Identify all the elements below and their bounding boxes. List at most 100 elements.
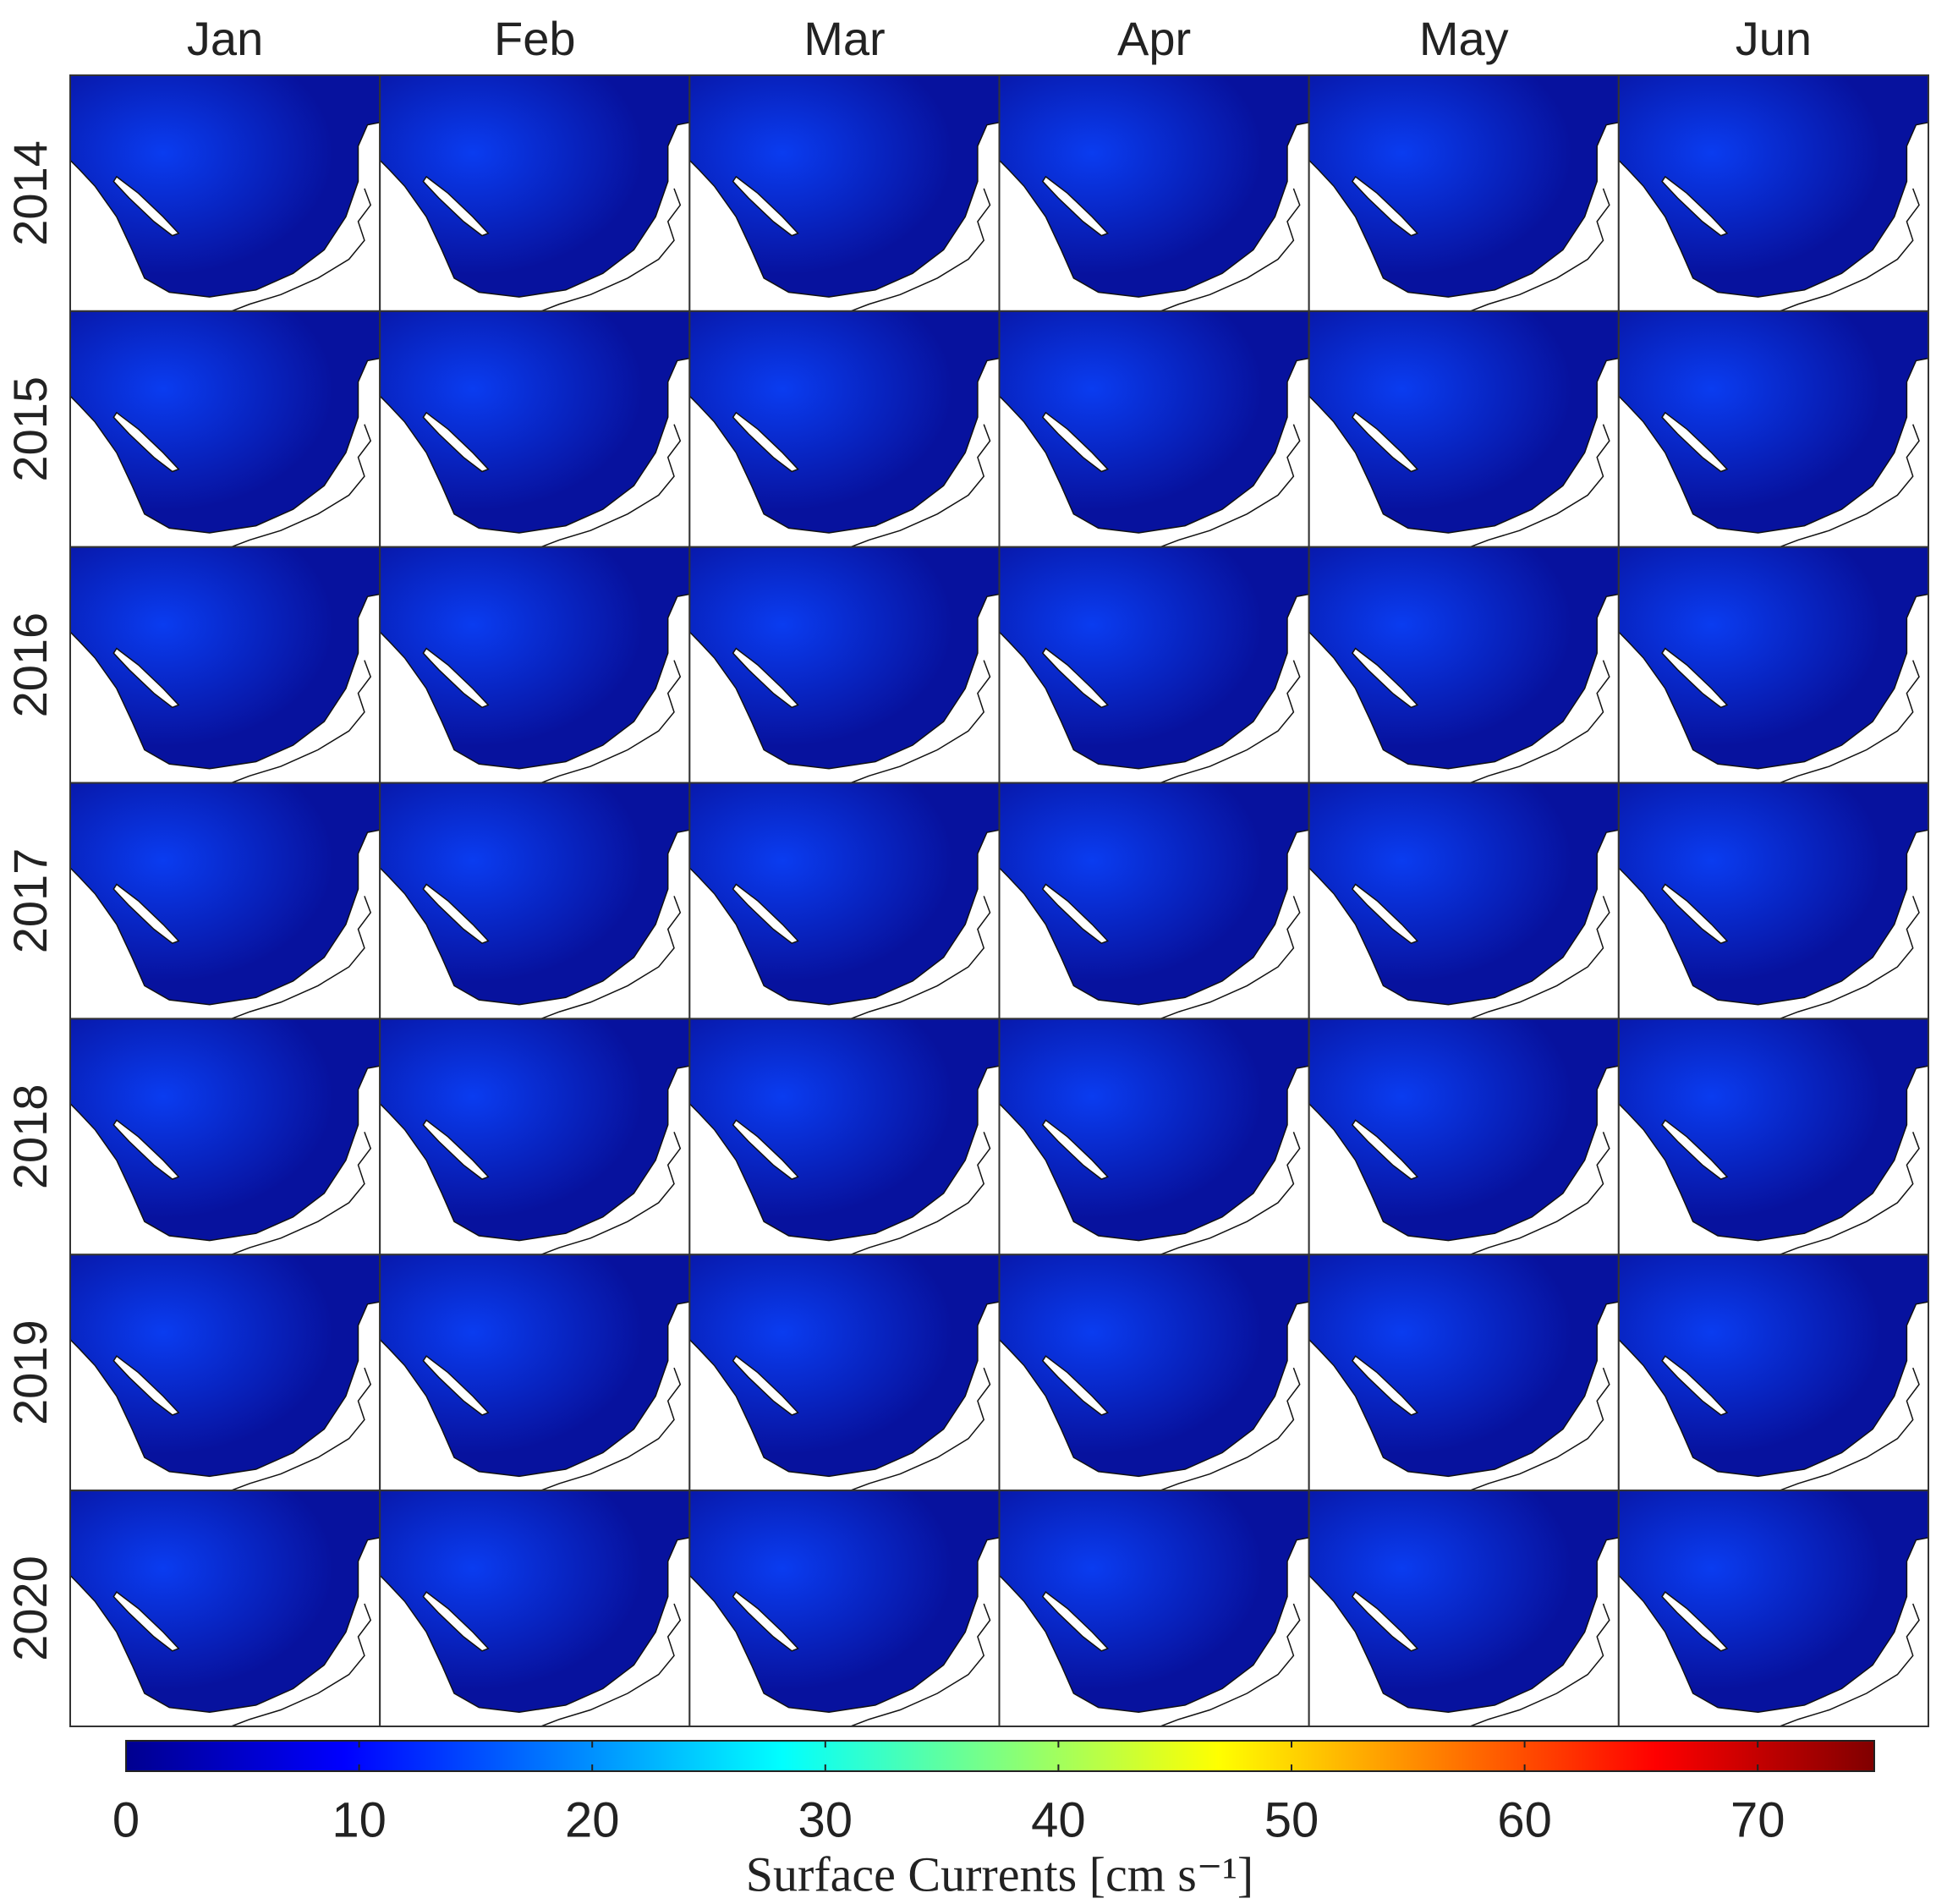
island	[732, 1355, 799, 1416]
coastline	[1469, 188, 1610, 312]
sea	[1618, 310, 1929, 534]
coastline	[850, 188, 991, 312]
sea	[998, 310, 1310, 534]
sea	[379, 1018, 691, 1242]
sea	[688, 74, 1001, 298]
sea	[69, 1490, 381, 1714]
sea	[1308, 1254, 1620, 1478]
island	[1041, 1119, 1110, 1180]
sea	[379, 310, 691, 534]
map-panel	[379, 782, 691, 1020]
sea	[1618, 1018, 1929, 1242]
x-tick-label: 40	[1031, 1792, 1086, 1847]
island	[112, 883, 180, 945]
island	[732, 1119, 799, 1180]
coastline	[1160, 896, 1301, 1020]
x-tick-label: 50	[1264, 1792, 1319, 1847]
coastline	[540, 1603, 682, 1727]
map-panel	[688, 1490, 1001, 1727]
colorbar-label: Surface Currents [cm s⁻¹]	[746, 1846, 1253, 1901]
coastline	[850, 660, 991, 784]
sea	[688, 782, 1001, 1006]
coastline	[540, 1367, 682, 1491]
coastline	[540, 188, 682, 312]
island	[422, 1591, 490, 1652]
sea	[1308, 546, 1620, 770]
map-panel	[1308, 1254, 1620, 1492]
map-panel	[998, 1018, 1310, 1256]
coastline	[1779, 1367, 1920, 1491]
row-label: 2014	[3, 140, 57, 246]
island	[422, 1119, 490, 1180]
x-tick-label: 10	[332, 1792, 387, 1847]
coastline	[540, 660, 682, 784]
row-label: 2019	[3, 1320, 57, 1425]
coastline	[231, 1603, 372, 1727]
sea	[1308, 782, 1620, 1006]
sea	[69, 1018, 381, 1242]
coastline	[231, 660, 372, 784]
sea	[998, 74, 1310, 298]
sea	[69, 782, 381, 1006]
coastline	[1779, 1603, 1920, 1727]
sea	[1308, 1018, 1620, 1242]
island	[1041, 411, 1110, 473]
map-panel	[379, 310, 691, 548]
sea	[69, 1254, 381, 1478]
coastline	[1160, 660, 1301, 784]
row-label: 2015	[3, 376, 57, 482]
x-tick-label: 0	[112, 1792, 140, 1847]
column-label: Jan	[187, 12, 263, 65]
map-panel	[69, 782, 381, 1020]
sea	[1308, 74, 1620, 298]
island	[732, 1591, 799, 1652]
column-label: May	[1419, 12, 1509, 65]
island	[732, 175, 799, 237]
coastline	[231, 896, 372, 1020]
map-panel	[688, 74, 1001, 312]
panel-frame	[1617, 1490, 1930, 1727]
coastline	[850, 1367, 991, 1491]
island	[1041, 175, 1110, 237]
island	[1351, 1355, 1419, 1416]
row-label: 2017	[3, 848, 57, 954]
map-panel	[1617, 1490, 1930, 1727]
x-tick-label: 30	[798, 1792, 853, 1847]
map-panel	[1308, 1018, 1620, 1256]
x-tick-label: 70	[1730, 1792, 1785, 1847]
coastline	[231, 1132, 372, 1256]
map-panel	[998, 1490, 1310, 1727]
island	[112, 1355, 180, 1416]
sea	[1618, 74, 1929, 298]
island	[422, 175, 490, 237]
island	[1661, 1355, 1729, 1416]
coastline	[850, 1603, 991, 1727]
coastline	[231, 424, 372, 548]
sea	[1618, 546, 1929, 770]
map-panel	[69, 74, 381, 312]
coastline	[1469, 896, 1610, 1020]
island	[1041, 1591, 1110, 1652]
coastline	[1779, 188, 1920, 312]
sea	[688, 546, 1001, 770]
island	[1041, 883, 1110, 945]
sea	[1308, 310, 1620, 534]
coastline	[1779, 424, 1920, 548]
sea	[379, 1490, 691, 1714]
map-panel	[1617, 1254, 1930, 1492]
map-panel	[998, 546, 1310, 784]
map-panel	[379, 1490, 691, 1727]
column-label: Mar	[803, 12, 885, 65]
coastline	[231, 1367, 372, 1491]
island	[1041, 1355, 1110, 1416]
row-label: 2020	[3, 1556, 57, 1661]
sea	[69, 310, 381, 534]
sea	[1618, 1254, 1929, 1478]
sea	[998, 782, 1310, 1006]
colorbar	[125, 1740, 1875, 1772]
column-label: Apr	[1117, 12, 1191, 65]
coastline	[1469, 1132, 1610, 1256]
row-label: 2016	[3, 612, 57, 718]
island	[732, 411, 799, 473]
map-panel	[69, 1018, 381, 1256]
